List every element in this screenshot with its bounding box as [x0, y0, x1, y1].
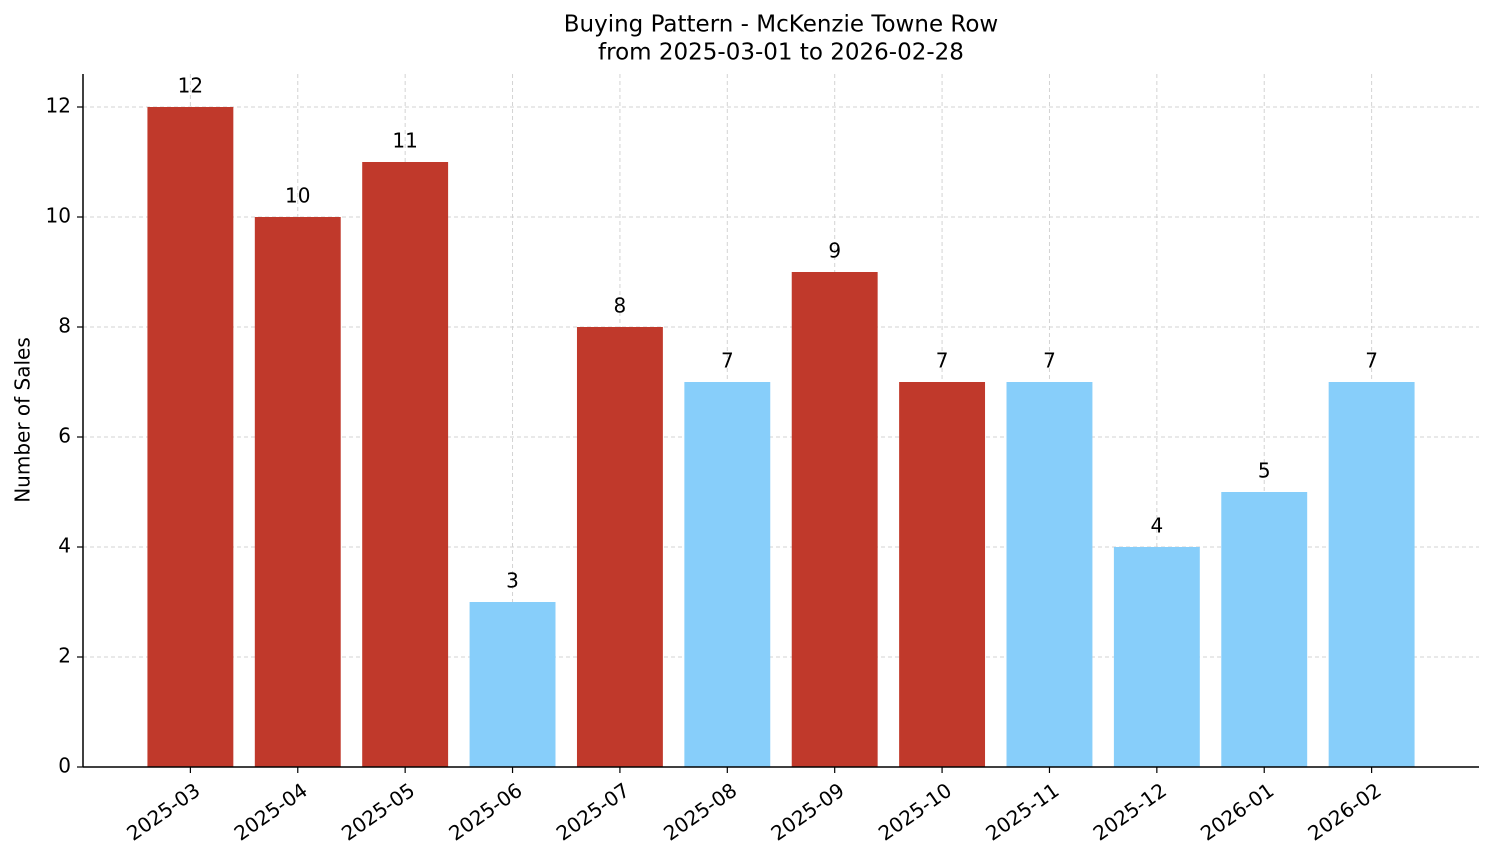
- y-tick-label: 12: [46, 94, 71, 118]
- bar: [254, 217, 341, 767]
- chart-subtitle: from 2025-03-01 to 2026-02-28: [598, 40, 964, 66]
- x-tick-label: 2025-07: [552, 778, 634, 846]
- x-tick-label: 2026-01: [1196, 778, 1278, 846]
- data-label: 7: [936, 349, 949, 373]
- x-tick-label: 2025-03: [122, 778, 204, 846]
- x-tick-label: 2025-08: [659, 778, 741, 846]
- data-label: 10: [285, 184, 310, 208]
- bar: [1221, 492, 1308, 767]
- y-tick-label: 10: [46, 204, 71, 228]
- bar: [899, 382, 986, 767]
- bar: [684, 382, 771, 767]
- y-tick-label: 4: [58, 534, 71, 558]
- data-label: 11: [392, 129, 417, 153]
- data-label: 5: [1258, 459, 1271, 483]
- bar: [469, 602, 556, 767]
- y-tick-label: 8: [58, 314, 71, 338]
- x-tick-label: 2025-11: [981, 778, 1063, 846]
- data-label: 9: [828, 239, 841, 263]
- bar: [1113, 547, 1200, 767]
- data-label: 8: [614, 294, 627, 318]
- bar: [362, 162, 449, 767]
- data-label: 4: [1150, 514, 1163, 538]
- x-tick-label: 2025-09: [766, 778, 848, 846]
- chart-title: Buying Pattern - McKenzie Towne Row: [564, 12, 998, 38]
- x-tick-label: 2025-04: [230, 778, 312, 846]
- y-axis-label: Number of Sales: [11, 337, 35, 503]
- bar: [1006, 382, 1093, 767]
- data-label: 7: [1365, 349, 1378, 373]
- bar: [1328, 382, 1415, 767]
- x-tick-label: 2025-12: [1089, 778, 1171, 846]
- data-label: 7: [1043, 349, 1056, 373]
- data-label: 3: [506, 569, 519, 593]
- x-tick-label: 2025-10: [874, 778, 956, 846]
- bar: [576, 327, 663, 767]
- y-tick-label: 2: [58, 644, 71, 668]
- x-tick-label: 2026-02: [1303, 778, 1385, 846]
- bar: [791, 272, 878, 767]
- x-tick-label: 2025-05: [337, 778, 419, 846]
- data-label: 7: [721, 349, 734, 373]
- y-tick-label: 6: [58, 424, 71, 448]
- y-tick-label: 0: [58, 754, 71, 778]
- bar: [147, 107, 234, 767]
- x-tick-label: 2025-06: [444, 778, 526, 846]
- data-label: 12: [178, 74, 203, 98]
